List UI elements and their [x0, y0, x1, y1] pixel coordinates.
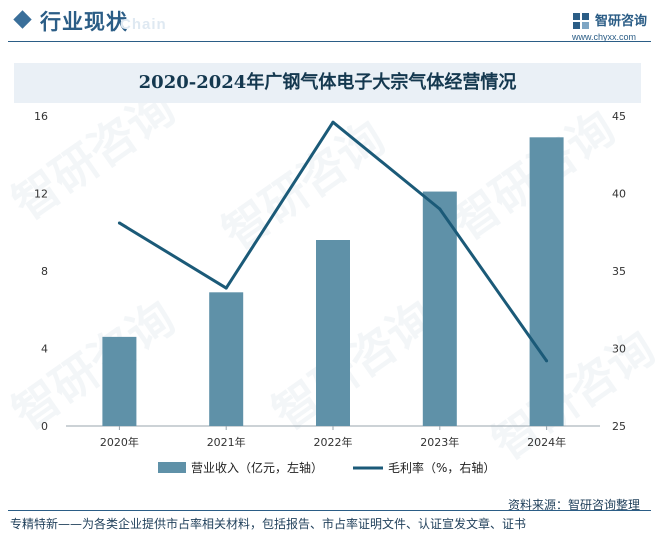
- revenue-bar: [102, 336, 137, 426]
- revenue-bar: [529, 137, 564, 426]
- revenue-bar: [209, 292, 244, 426]
- y-left-tick-label: 16: [34, 110, 48, 123]
- legend-revenue-label: 营业收入（亿元，左轴）: [191, 460, 323, 475]
- x-tick-label: 2024年: [527, 435, 566, 449]
- header: 行业现状 Chain 智研咨询 www.chyxx.com: [0, 0, 655, 44]
- revenue-bar: [422, 191, 457, 426]
- chart-title-band: 2020-2024年广钢气体电子大宗气体经营情况: [14, 63, 641, 103]
- y-left-tick-label: 0: [41, 420, 48, 433]
- margin-point: [117, 221, 121, 225]
- y-right-tick-label: 45: [612, 110, 626, 123]
- margin-point: [545, 359, 549, 363]
- revenue-bar: [316, 240, 350, 426]
- x-tick-label: 2020年: [100, 435, 139, 449]
- y-right-tick-label: 25: [612, 420, 626, 433]
- legend-revenue-swatch: [158, 462, 186, 473]
- brand-name: 智研咨询: [595, 14, 648, 29]
- y-left-tick-label: 4: [41, 343, 48, 356]
- footer-divider: [8, 510, 651, 511]
- brand-url: www.chyxx.com: [572, 32, 637, 42]
- legend-margin-label: 毛利率（%，右轴）: [388, 460, 495, 475]
- section-title: 行业现状: [40, 10, 128, 34]
- x-tick-label: 2023年: [420, 435, 459, 449]
- brand-logo-icon: [573, 13, 589, 29]
- brand: 智研咨询 www.chyxx.com: [572, 10, 652, 42]
- margin-point: [331, 120, 335, 124]
- margin-point: [224, 286, 228, 290]
- chart-title: 2020-2024年广钢气体电子大宗气体经营情况: [138, 72, 517, 93]
- header-divider: [8, 41, 651, 42]
- x-tick-label: 2022年: [314, 435, 353, 449]
- y-left-tick-label: 8: [41, 265, 48, 278]
- y-right-tick-label: 30: [612, 343, 626, 356]
- footer-text: 专精特新——为各类企业提供市占率相关材料，包括报告、市占率证明文件、认证宣发文章…: [10, 517, 527, 531]
- x-tick-label: 2021年: [207, 435, 246, 449]
- margin-point: [438, 207, 442, 211]
- y-right-tick-label: 35: [612, 265, 626, 278]
- ghost-text: Chain: [120, 16, 167, 33]
- y-right-tick-label: 40: [612, 188, 626, 201]
- y-left-tick-label: 12: [34, 188, 48, 201]
- source-note: 资料来源：智研咨询整理: [508, 498, 641, 512]
